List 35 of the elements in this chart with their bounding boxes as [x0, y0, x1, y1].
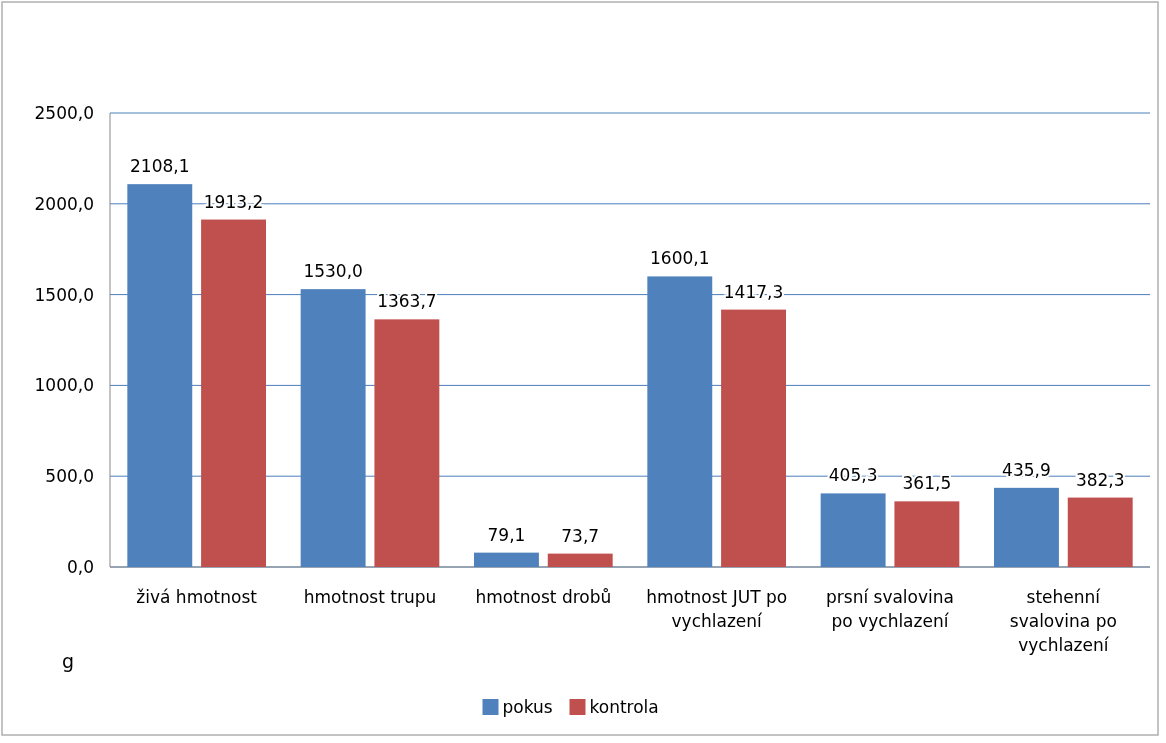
- bar: [820, 493, 886, 567]
- data-label: 405,3: [828, 465, 878, 486]
- y-tick-label: 2500,0: [34, 103, 94, 123]
- x-tick-label: stehenní svalovina po vychlazení: [1009, 587, 1117, 655]
- data-label: 361,5: [902, 473, 952, 494]
- x-tick-label: hmotnost trupu: [303, 587, 437, 607]
- data-label: 1600,1: [650, 248, 710, 269]
- legend-label: kontrola: [589, 697, 659, 717]
- data-label: 435,9: [1002, 459, 1051, 480]
- bar: [474, 552, 539, 567]
- x-tick-label: hmotnost JUT po vychlazení: [646, 587, 788, 631]
- bar: [1067, 497, 1133, 567]
- data-label: 1530,0: [303, 261, 363, 282]
- bar: [994, 487, 1059, 567]
- x-tick-label: hmotnost drobů: [475, 587, 612, 607]
- data-label: 79,1: [487, 524, 526, 545]
- y-tick-label: 2000,0: [34, 193, 94, 214]
- data-label: 73,7: [561, 525, 600, 546]
- bar: [201, 219, 266, 567]
- legend-label: pokus: [502, 697, 553, 717]
- x-tick-label: prsní svalovina po vychlazení: [826, 587, 954, 631]
- y-tick-label: 0,0: [66, 557, 94, 577]
- y-tick-label: 500,0: [45, 466, 94, 487]
- bar: [894, 501, 960, 567]
- y-axis-title: g: [61, 650, 75, 672]
- data-label: 382,3: [1075, 469, 1125, 490]
- bar: [374, 319, 440, 567]
- bar: [721, 309, 786, 567]
- data-label: 2108,1: [130, 156, 190, 177]
- data-label: 1913,2: [203, 191, 264, 212]
- data-label: 1363,7: [377, 291, 437, 312]
- x-tick-label: živá hmotnost: [136, 587, 258, 607]
- bar: [547, 553, 613, 567]
- y-tick-label: 1500,0: [34, 284, 94, 305]
- y-tick-label: 1000,0: [34, 375, 94, 396]
